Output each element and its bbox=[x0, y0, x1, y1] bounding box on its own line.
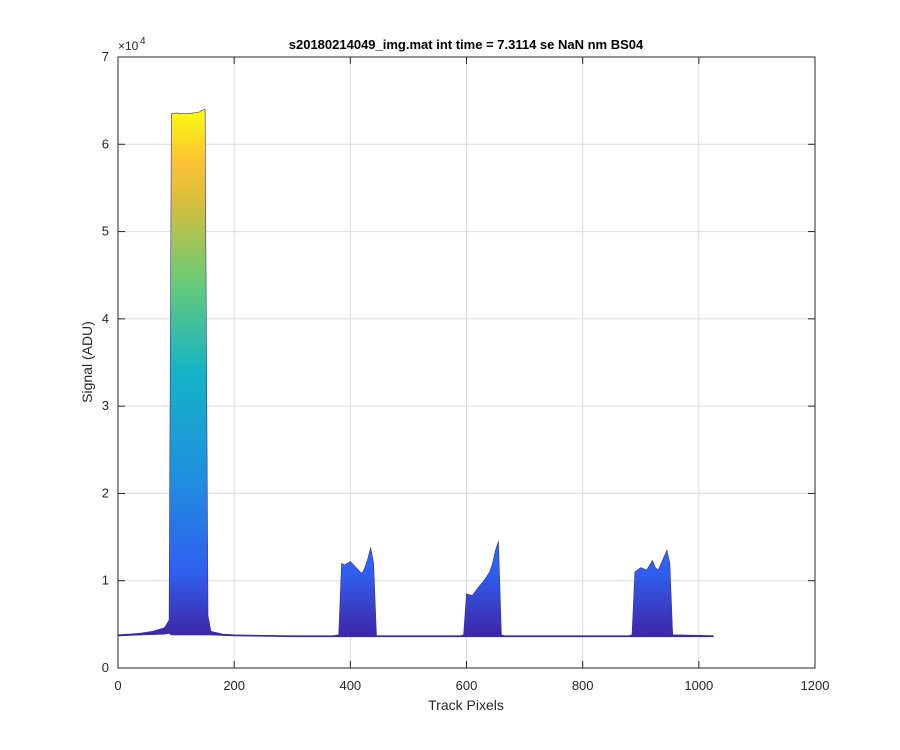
y-tick-label: 2 bbox=[102, 485, 109, 500]
x-tick-label: 0 bbox=[114, 678, 121, 693]
x-tick-label: 400 bbox=[339, 678, 361, 693]
ticks: 0 200 400 600 800 1000 1200 0 1 2 3 4 5 6 7 bbox=[102, 49, 830, 693]
y-axis-label: Signal (ADU) bbox=[79, 321, 95, 403]
x-tick-label: 600 bbox=[456, 678, 478, 693]
chart-title: s20180214049_img.mat int time = 7.3114 s… bbox=[289, 37, 644, 52]
y-exponent-base: ×10 bbox=[118, 39, 139, 53]
y-tick-label: 1 bbox=[102, 573, 109, 588]
x-tick-label: 1200 bbox=[801, 678, 830, 693]
x-tick-label: 200 bbox=[223, 678, 245, 693]
y-tick-label: 3 bbox=[102, 398, 109, 413]
y-tick-label: 5 bbox=[102, 224, 109, 239]
y-exponent-power: 4 bbox=[140, 36, 146, 47]
x-tick-label: 1000 bbox=[684, 678, 713, 693]
y-tick-label: 0 bbox=[102, 660, 109, 675]
x-tick-label: 800 bbox=[572, 678, 594, 693]
y-tick-label: 7 bbox=[102, 49, 109, 64]
data-layer bbox=[117, 109, 714, 638]
y-tick-label: 4 bbox=[102, 311, 109, 326]
y-tick-label: 6 bbox=[102, 136, 109, 151]
signal-baseline-line bbox=[117, 632, 714, 638]
x-axis-label: Track Pixels bbox=[428, 697, 504, 713]
